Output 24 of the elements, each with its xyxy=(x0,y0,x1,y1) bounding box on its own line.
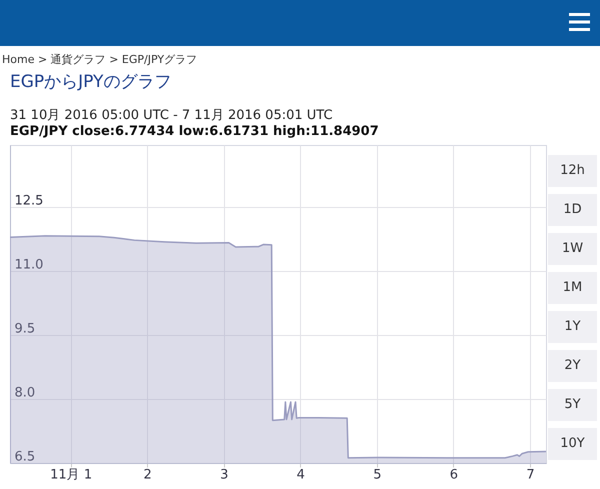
text: 1W xyxy=(548,233,597,265)
x-tick-label: 4 xyxy=(296,468,305,482)
y-tick-label: 9.5 xyxy=(14,321,36,336)
text: 5Y xyxy=(548,389,597,421)
y-tick-label: 11.0 xyxy=(14,257,44,272)
text: 1D xyxy=(548,194,597,226)
y-tick-label: 12.5 xyxy=(14,193,44,208)
y-tick-label: 8.0 xyxy=(14,385,36,400)
text: 1Y xyxy=(548,311,597,343)
chart-subtitle: 31 10月 2016 05:00 UTC - 7 11月 2016 05:01 UTC xyxy=(10,107,333,124)
chart-title: EGPからJPYのグラフ xyxy=(10,71,172,93)
x-tick-label: 7 xyxy=(526,468,535,482)
x-tick-label: 2 xyxy=(144,468,152,482)
text: 1M xyxy=(548,272,597,304)
x-tick-label: 5 xyxy=(373,468,382,482)
text: Home > 通貨グラフ > EGP/JPYグラフ xyxy=(2,52,198,67)
text: EGP/JPY close:6.77434 low:6.61731 high:11.84907 xyxy=(10,124,379,139)
text: 10Y xyxy=(548,428,597,460)
x-tick-label: 3 xyxy=(220,468,228,482)
text: 2Y xyxy=(548,350,597,382)
y-tick-label: 6.5 xyxy=(14,450,36,464)
x-tick-label: 11月 1 xyxy=(50,468,92,482)
x-tick-label: 6 xyxy=(450,468,458,482)
text: 12h xyxy=(548,155,597,187)
